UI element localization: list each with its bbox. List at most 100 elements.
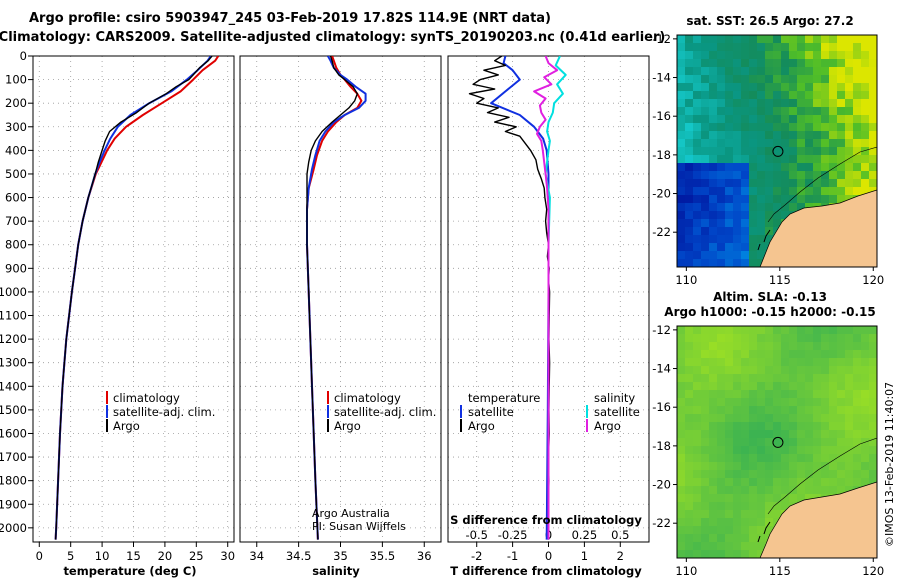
- map-cell: [789, 83, 798, 92]
- map-cell: [821, 179, 830, 188]
- map-cell: [837, 438, 846, 447]
- map-cell: [733, 358, 742, 367]
- legend-title-salinity: salinity: [594, 391, 635, 405]
- map-cell: [861, 155, 870, 164]
- map-cell: [837, 366, 846, 375]
- map-cell: [829, 195, 838, 204]
- map-cell: [741, 342, 750, 351]
- map-cell: [781, 494, 790, 503]
- map-cell: [869, 382, 877, 391]
- map-cell: [733, 179, 742, 188]
- map-cell: [709, 51, 718, 60]
- map-cell: [845, 454, 854, 463]
- map-cell: [717, 382, 726, 391]
- map-cell: [781, 438, 790, 447]
- map-cell: [765, 350, 774, 359]
- map-cell: [797, 414, 806, 423]
- map-cell: [757, 502, 766, 511]
- map-cell: [725, 550, 734, 558]
- map-cell: [861, 171, 870, 180]
- coastline: [759, 189, 877, 267]
- map-cell: [821, 75, 830, 84]
- map-cell: [789, 430, 798, 439]
- map-cell: [709, 390, 718, 399]
- map-cell: [781, 35, 790, 44]
- map-cell: [709, 406, 718, 415]
- map-cell: [725, 470, 734, 479]
- map-cell: [845, 131, 854, 140]
- map-cell: [805, 43, 814, 52]
- map-cell: [845, 478, 854, 487]
- map-cell: [685, 342, 694, 351]
- map-cell: [805, 454, 814, 463]
- map-cell: [781, 43, 790, 52]
- depth-tick-label: 200: [5, 96, 27, 110]
- map-cell: [725, 494, 734, 503]
- map-cell: [821, 59, 830, 68]
- map-cell: [837, 107, 846, 116]
- map-cell: [757, 155, 766, 164]
- map-cell: [757, 83, 766, 92]
- map-cell: [685, 155, 694, 164]
- map-cell: [685, 502, 694, 511]
- map-cell: [717, 526, 726, 535]
- map-cell: [845, 406, 854, 415]
- lon-tick-label: 115: [769, 564, 791, 578]
- map-cell: [709, 374, 718, 383]
- map-cell: [805, 139, 814, 148]
- map-cell: [685, 486, 694, 495]
- map-cell: [733, 502, 742, 511]
- map-cell: [701, 334, 710, 343]
- map-cell: [677, 259, 686, 267]
- map-cell: [797, 195, 806, 204]
- map-cell: [837, 67, 846, 76]
- map-cell: [757, 195, 766, 204]
- map-cell: [757, 91, 766, 100]
- map-cell: [709, 259, 718, 267]
- map-cell: [725, 195, 734, 204]
- map-cell: [773, 494, 782, 503]
- map-cell: [821, 342, 830, 351]
- map-cell: [677, 398, 686, 407]
- map-cell: [701, 59, 710, 68]
- series-line-argo: [306, 56, 358, 540]
- map-cell: [685, 350, 694, 359]
- legend-swatch-satellite: [106, 405, 108, 418]
- map-cell: [765, 35, 774, 44]
- map-cell: [813, 147, 822, 156]
- map-cell: [813, 382, 822, 391]
- map-cell: [861, 187, 870, 196]
- map-cell: [701, 534, 710, 543]
- map-cell: [693, 430, 702, 439]
- depth-tick-label: 1000: [0, 285, 27, 299]
- map-cell: [869, 155, 877, 164]
- map-cell: [781, 51, 790, 60]
- map-cell: [725, 326, 734, 335]
- map-cell: [805, 494, 814, 503]
- map-cell: [765, 187, 774, 196]
- map-cell: [829, 123, 838, 132]
- map-cell: [829, 414, 838, 423]
- map-cell: [677, 406, 686, 415]
- map-cell: [829, 187, 838, 196]
- map-cell: [837, 99, 846, 108]
- map-cell: [765, 494, 774, 503]
- map-cell: [733, 350, 742, 359]
- map-cell: [741, 470, 750, 479]
- map-cell: [821, 155, 830, 164]
- map-cell: [781, 75, 790, 84]
- depth-tick-label: 0: [20, 49, 27, 63]
- map-cell: [693, 259, 702, 267]
- map-cell: [725, 390, 734, 399]
- map-cell: [829, 43, 838, 52]
- map-cell: [717, 550, 726, 558]
- map-cell: [717, 406, 726, 415]
- map-cell: [813, 91, 822, 100]
- map-cell: [725, 91, 734, 100]
- map-cell: [837, 382, 846, 391]
- map-cell: [693, 107, 702, 116]
- map-cell: [765, 59, 774, 68]
- map-cell: [773, 107, 782, 116]
- map-cell: [677, 542, 686, 551]
- map-cell: [677, 91, 686, 100]
